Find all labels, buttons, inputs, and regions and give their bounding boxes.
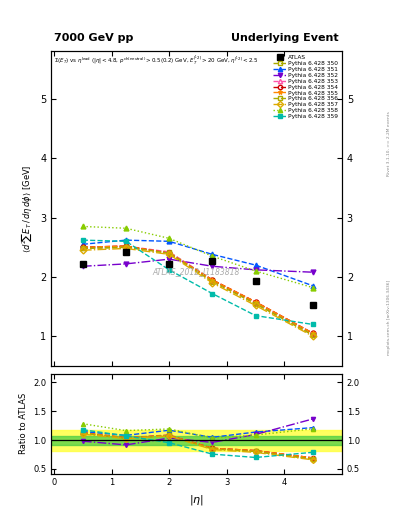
ATLAS bbox=[253, 278, 258, 284]
Pythia 6.428 351 bbox=[253, 262, 258, 268]
Pythia 6.428 359 bbox=[253, 312, 258, 318]
Pythia 6.428 354 bbox=[210, 277, 215, 283]
Pythia 6.428 355 bbox=[81, 244, 85, 250]
Text: 7000 GeV pp: 7000 GeV pp bbox=[54, 33, 133, 44]
X-axis label: $|\eta|$: $|\eta|$ bbox=[189, 493, 204, 507]
Pythia 6.428 353 bbox=[253, 299, 258, 305]
Pythia 6.428 352 bbox=[123, 261, 128, 267]
ATLAS bbox=[167, 261, 171, 267]
Pythia 6.428 350 bbox=[210, 277, 215, 283]
Y-axis label: Ratio to ATLAS: Ratio to ATLAS bbox=[18, 393, 28, 454]
ATLAS bbox=[123, 249, 128, 255]
Pythia 6.428 355 bbox=[253, 299, 258, 305]
Pythia 6.428 354 bbox=[311, 330, 316, 336]
Pythia 6.428 354 bbox=[167, 250, 171, 257]
Line: Pythia 6.428 357: Pythia 6.428 357 bbox=[80, 246, 316, 339]
Line: Pythia 6.428 359: Pythia 6.428 359 bbox=[80, 238, 316, 327]
Pythia 6.428 359 bbox=[311, 322, 316, 328]
Text: $\Sigma(E_T)$ vs $\eta^{\rm lead}$ ($|\eta|<4.8$, $p^{\rm ch(neutral)}>0.5(0.2)$: $\Sigma(E_T)$ vs $\eta^{\rm lead}$ ($|\e… bbox=[54, 53, 259, 67]
Pythia 6.428 353 bbox=[311, 330, 316, 336]
Pythia 6.428 359 bbox=[210, 290, 215, 296]
Pythia 6.428 355 bbox=[210, 277, 215, 283]
Pythia 6.428 352 bbox=[253, 267, 258, 273]
Pythia 6.428 359 bbox=[167, 267, 171, 273]
Pythia 6.428 353 bbox=[210, 277, 215, 283]
Line: Pythia 6.428 352: Pythia 6.428 352 bbox=[80, 257, 316, 274]
Line: Pythia 6.428 358: Pythia 6.428 358 bbox=[80, 224, 316, 290]
Pythia 6.428 350 bbox=[253, 301, 258, 307]
Pythia 6.428 354 bbox=[81, 244, 85, 250]
Text: mcplots.cern.ch [arXiv:1306.3436]: mcplots.cern.ch [arXiv:1306.3436] bbox=[387, 280, 391, 355]
Line: Pythia 6.428 350: Pythia 6.428 350 bbox=[80, 245, 316, 337]
Pythia 6.428 355 bbox=[123, 243, 128, 249]
Pythia 6.428 356 bbox=[210, 279, 215, 285]
Pythia 6.428 354 bbox=[123, 243, 128, 249]
Pythia 6.428 355 bbox=[167, 250, 171, 257]
Pythia 6.428 351 bbox=[210, 251, 215, 258]
Text: Rivet 3.1.10, >= 2.2M events: Rivet 3.1.10, >= 2.2M events bbox=[387, 111, 391, 176]
Line: Pythia 6.428 355: Pythia 6.428 355 bbox=[80, 244, 316, 336]
Pythia 6.428 353 bbox=[123, 243, 128, 249]
Pythia 6.428 358 bbox=[81, 223, 85, 229]
Pythia 6.428 350 bbox=[167, 249, 171, 255]
Pythia 6.428 351 bbox=[81, 241, 85, 247]
Pythia 6.428 358 bbox=[167, 236, 171, 242]
Pythia 6.428 356 bbox=[81, 245, 85, 251]
Pythia 6.428 350 bbox=[81, 245, 85, 251]
Pythia 6.428 357 bbox=[210, 280, 215, 286]
Pythia 6.428 352 bbox=[167, 256, 171, 262]
Pythia 6.428 359 bbox=[81, 237, 85, 243]
Pythia 6.428 357 bbox=[167, 251, 171, 258]
Text: ATLAS_2012_I1183818: ATLAS_2012_I1183818 bbox=[153, 267, 240, 276]
Pythia 6.428 357 bbox=[253, 303, 258, 309]
Pythia 6.428 353 bbox=[81, 244, 85, 250]
ATLAS bbox=[81, 261, 85, 267]
Y-axis label: $\langle d^2\!\sum E_T\,/\,d\eta\,d\phi\rangle$ [GeV]: $\langle d^2\!\sum E_T\,/\,d\eta\,d\phi\… bbox=[20, 164, 35, 253]
Pythia 6.428 356 bbox=[311, 332, 316, 338]
ATLAS bbox=[210, 258, 215, 264]
Pythia 6.428 351 bbox=[167, 238, 171, 244]
Pythia 6.428 356 bbox=[123, 244, 128, 250]
Line: Pythia 6.428 356: Pythia 6.428 356 bbox=[80, 245, 316, 337]
Pythia 6.428 358 bbox=[210, 253, 215, 259]
Text: Underlying Event: Underlying Event bbox=[231, 33, 339, 44]
Pythia 6.428 357 bbox=[81, 247, 85, 253]
Line: Pythia 6.428 354: Pythia 6.428 354 bbox=[80, 244, 316, 336]
Line: Pythia 6.428 353: Pythia 6.428 353 bbox=[80, 244, 316, 336]
Pythia 6.428 350 bbox=[311, 332, 316, 338]
Pythia 6.428 358 bbox=[253, 268, 258, 274]
ATLAS bbox=[311, 303, 316, 309]
Legend: ATLAS, Pythia 6.428 350, Pythia 6.428 351, Pythia 6.428 352, Pythia 6.428 353, P: ATLAS, Pythia 6.428 350, Pythia 6.428 35… bbox=[273, 54, 339, 120]
Bar bbox=[51, 436, 342, 445]
Pythia 6.428 358 bbox=[123, 225, 128, 231]
Pythia 6.428 356 bbox=[167, 250, 171, 257]
Pythia 6.428 358 bbox=[311, 285, 316, 291]
Pythia 6.428 352 bbox=[210, 263, 215, 269]
Pythia 6.428 351 bbox=[311, 283, 316, 289]
Pythia 6.428 355 bbox=[311, 330, 316, 336]
Pythia 6.428 356 bbox=[253, 301, 258, 307]
Pythia 6.428 357 bbox=[311, 333, 316, 339]
Pythia 6.428 351 bbox=[123, 237, 128, 243]
Pythia 6.428 352 bbox=[81, 263, 85, 269]
Line: Pythia 6.428 351: Pythia 6.428 351 bbox=[80, 238, 316, 288]
Pythia 6.428 354 bbox=[253, 299, 258, 305]
Pythia 6.428 352 bbox=[311, 269, 316, 275]
Pythia 6.428 353 bbox=[167, 249, 171, 255]
Pythia 6.428 350 bbox=[123, 244, 128, 250]
Pythia 6.428 359 bbox=[123, 238, 128, 244]
Pythia 6.428 357 bbox=[123, 245, 128, 251]
Line: ATLAS: ATLAS bbox=[79, 248, 317, 309]
Bar bbox=[51, 430, 342, 451]
